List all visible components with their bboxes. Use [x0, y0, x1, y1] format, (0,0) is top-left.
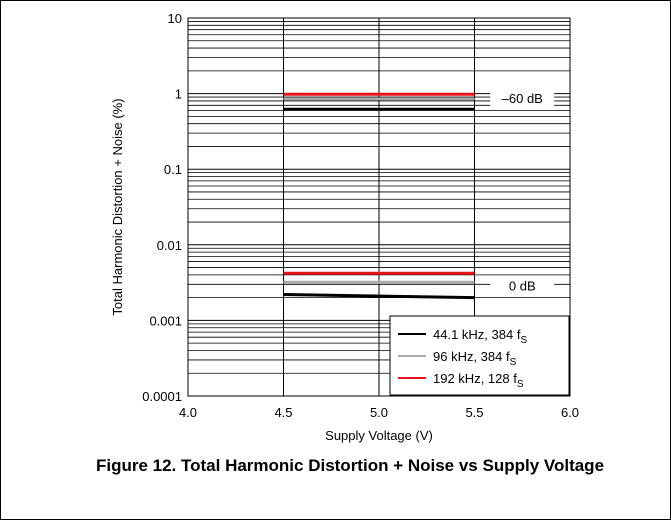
x-tick-label: 5.0: [370, 405, 388, 420]
y-tick-label: 0.0001: [142, 389, 182, 404]
figure-caption: Figure 12. Total Harmonic Distortion + N…: [95, 456, 605, 475]
x-tick-label: 5.5: [465, 405, 483, 420]
chart-legend: 44.1 kHz, 384 fS 96 kHz, 384 fS 192 kHz, 1…: [389, 315, 570, 396]
annotation-label-0: –60 dB: [502, 91, 543, 106]
legend-label: 96 kHz, 384 fS: [433, 349, 517, 368]
y-tick-label: 1: [175, 87, 182, 102]
x-tick-label: 4.0: [179, 405, 197, 420]
annotation-box: [490, 276, 555, 295]
annotation-box: [490, 88, 555, 107]
chart-ticks: 4.0 4.5 5.0 5.5 6.0 0.0001 0.001 0.01 0.1 1 10: [142, 11, 579, 420]
annotation-label-1: 0 dB: [509, 279, 536, 294]
x-tick-label: 6.0: [561, 405, 579, 420]
legend-label: 192 kHz, 128 fS: [433, 371, 524, 390]
chart-annotations: –60 dB 0 dB: [490, 88, 555, 295]
y-tick-label: 0.01: [157, 238, 182, 253]
y-tick-label: 0.001: [149, 313, 182, 328]
chart-series: [283, 92, 475, 300]
y-tick-label: 0.1: [164, 162, 182, 177]
y-axis-label: Total Harmonic Distortion + Noise (%): [110, 98, 125, 315]
x-tick-label: 4.5: [274, 405, 292, 420]
series-line-0db-3: [283, 293, 475, 300]
thd-chart: 4.0 4.5 5.0 5.5 6.0 0.0001 0.001 0.01 0.1 1 10 –60…: [110, 11, 579, 443]
plot-border: [187, 17, 571, 397]
x-axis-label: Supply Voltage (V): [325, 428, 433, 443]
y-tick-label: 10: [168, 11, 182, 26]
legend-label: 44.1 kHz, 384 fS: [433, 327, 527, 346]
